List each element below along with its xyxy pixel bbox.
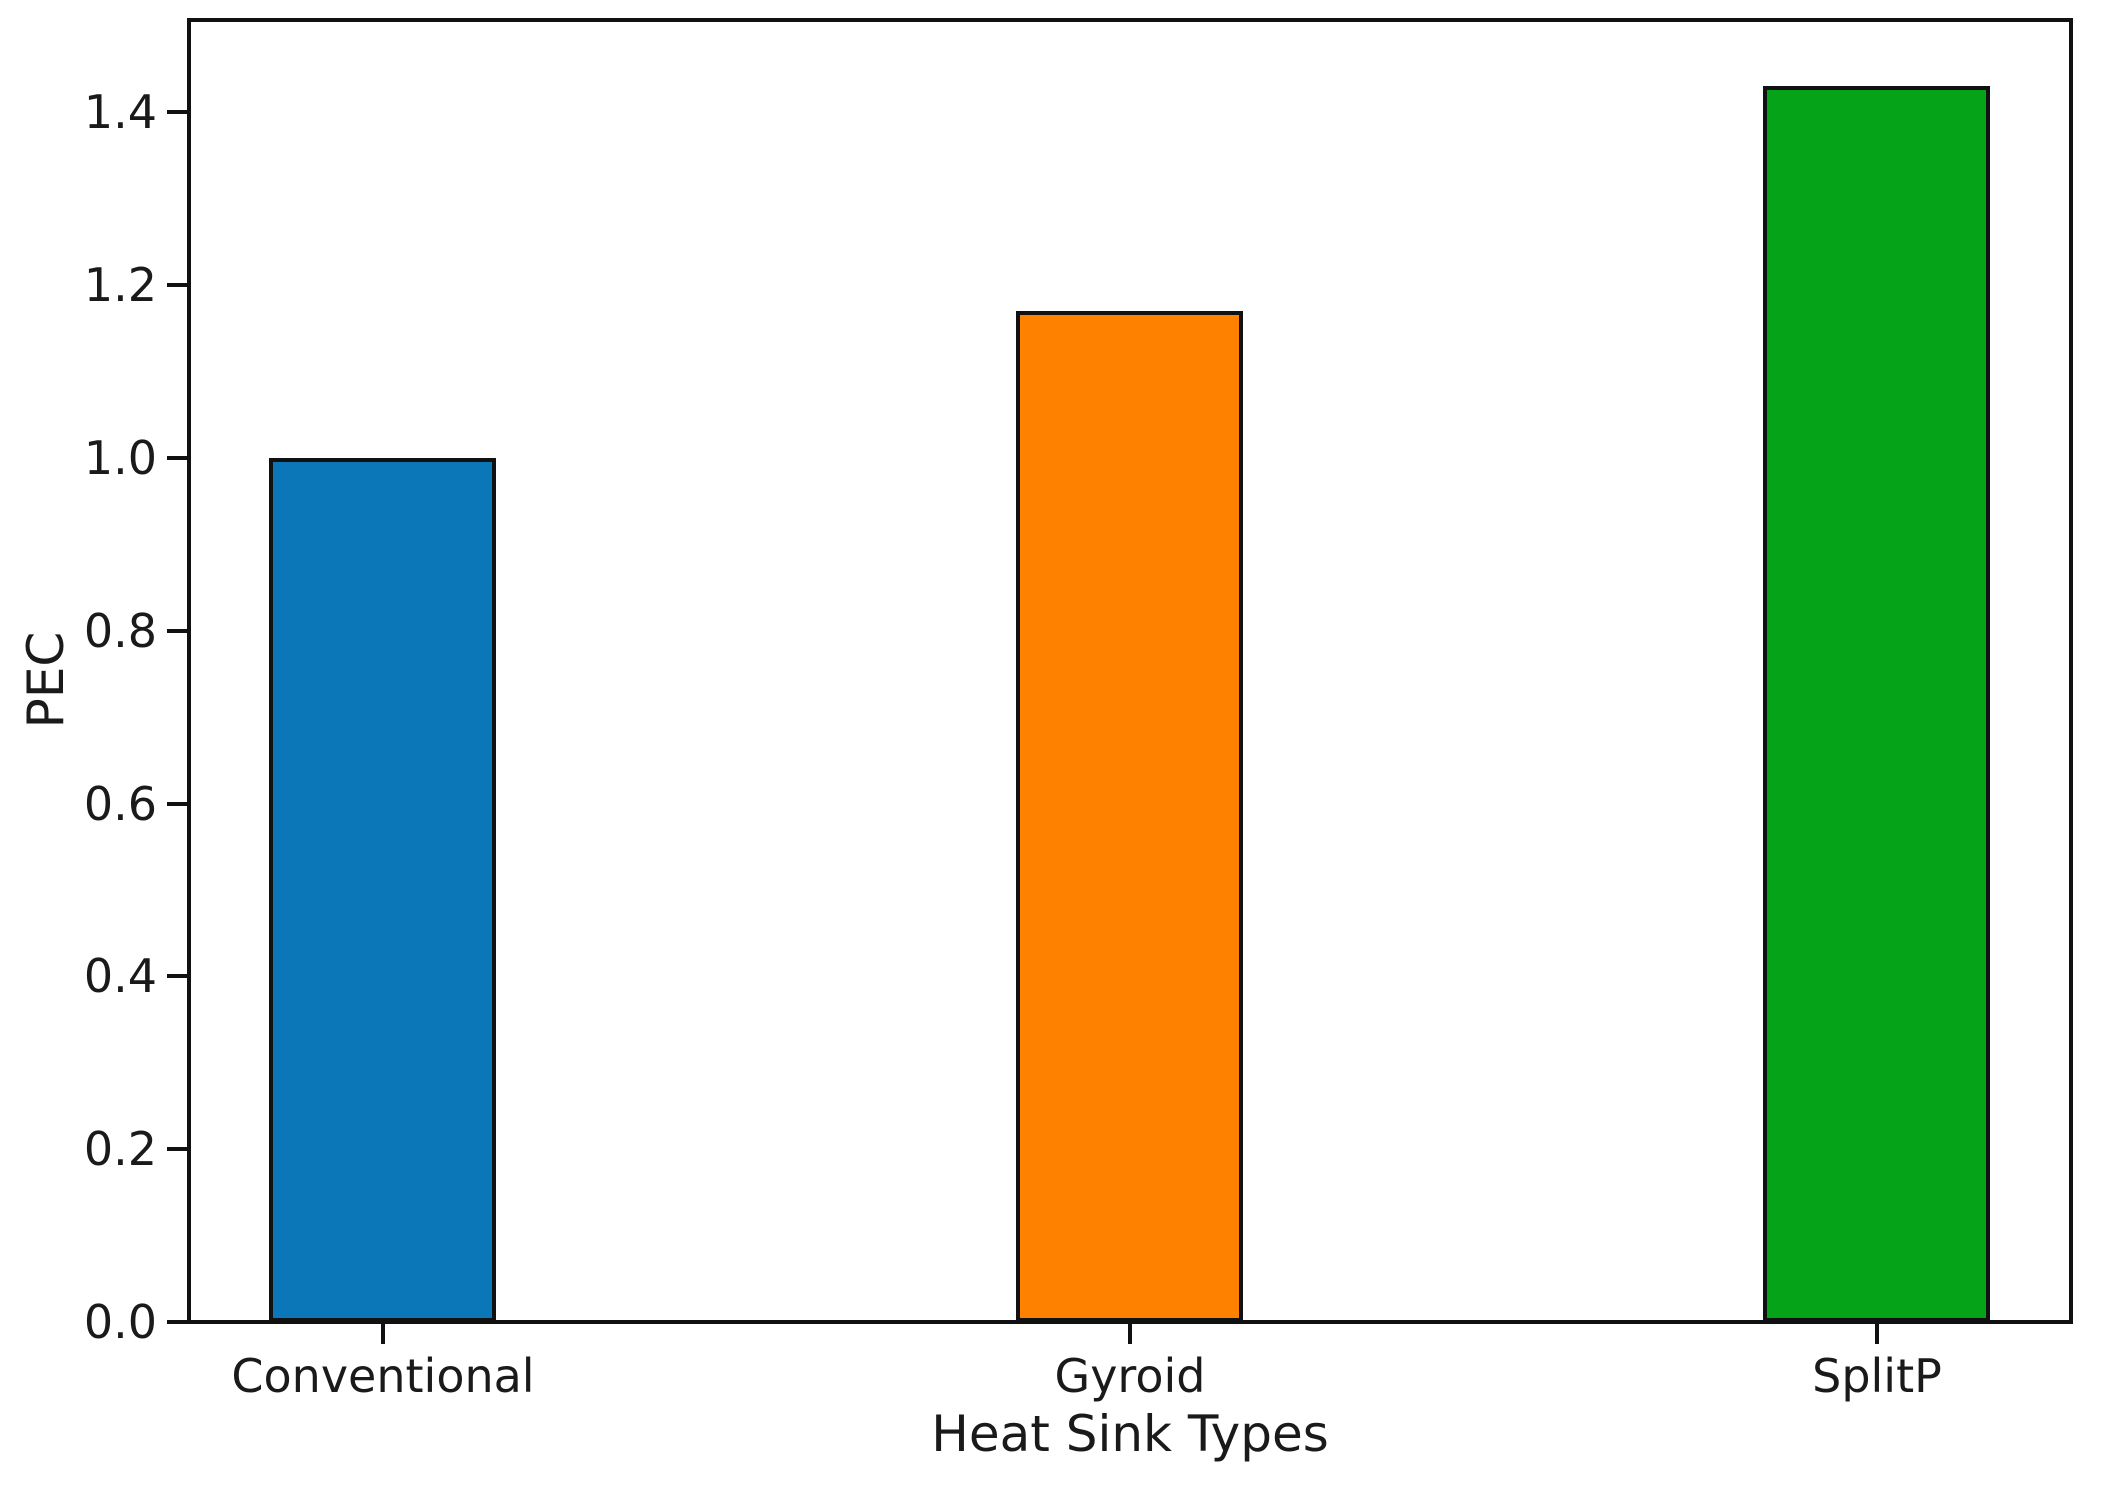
y-tick-label: 1.0 <box>83 431 157 485</box>
y-tick-label: 0.4 <box>83 949 157 1004</box>
y-tick-label: 0.6 <box>83 776 157 831</box>
x-tick-label-conventional: Conventional <box>231 1349 535 1403</box>
x-tick-mark <box>381 1324 385 1344</box>
y-tick-mark <box>167 456 187 460</box>
y-tick-mark <box>167 801 187 806</box>
y-tick-mark <box>167 1320 187 1324</box>
y-tick-mark <box>167 974 187 979</box>
bar-conventional <box>269 458 496 1322</box>
x-tick-mark <box>1875 1324 1879 1344</box>
bar-gyroid <box>1016 311 1243 1322</box>
y-tick-label: 0.0 <box>83 1295 157 1349</box>
y-tick-label: 0.2 <box>83 1122 157 1177</box>
bar-splitp <box>1763 86 1990 1322</box>
x-tick-label-gyroid: Gyroid <box>1054 1349 1206 1403</box>
y-tick-mark <box>167 1147 187 1152</box>
x-tick-mark <box>1128 1324 1132 1344</box>
x-axis-label: Heat Sink Types <box>931 1405 1329 1463</box>
y-tick-label: 1.2 <box>83 258 157 313</box>
y-tick-mark <box>167 283 187 288</box>
y-tick-mark <box>167 628 187 633</box>
y-tick-label: 1.4 <box>83 85 157 140</box>
y-tick-label: 0.8 <box>83 603 157 658</box>
y-tick-mark <box>167 110 187 115</box>
x-tick-label-splitp: SplitP <box>1812 1349 1942 1403</box>
